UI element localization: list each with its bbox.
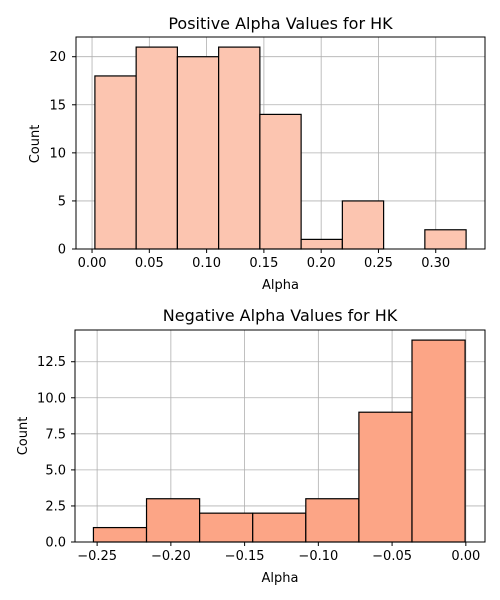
- histogram-bar: [341, 200, 385, 250]
- x-axis-label: Alpha: [262, 571, 299, 586]
- x-tick-label: −0.15: [225, 549, 265, 564]
- histogram-bar: [135, 46, 178, 250]
- x-tick-label: −0.25: [77, 549, 117, 564]
- ticks: −0.25 −0.20 −0.15 −0.10 −0.05 0.00 0.0 2.5 5.0 7.…: [37, 355, 480, 564]
- y-tick-label: 5: [58, 194, 66, 209]
- y-tick-label: 15: [49, 98, 66, 113]
- histogram-bar: [259, 113, 302, 250]
- histogram-bar: [145, 498, 201, 543]
- y-tick-label: 5.0: [45, 463, 66, 478]
- x-tick-label: −0.05: [372, 549, 412, 564]
- histogram-bar: [94, 75, 137, 250]
- histogram-bar: [199, 512, 254, 543]
- histogram-bar: [218, 46, 261, 250]
- chart-title: Negative Alpha Values for HK: [163, 306, 398, 325]
- y-tick-label: 20: [49, 50, 66, 65]
- x-axis-label: Alpha: [262, 278, 299, 293]
- x-tick-label: 0.20: [307, 256, 336, 271]
- x-tick-label: 0.25: [364, 256, 393, 271]
- histogram-bar: [252, 512, 307, 543]
- bars: [94, 46, 467, 250]
- x-tick-label: 0.00: [78, 256, 107, 271]
- plot-frame: [75, 36, 486, 250]
- histogram-bar: [411, 339, 466, 543]
- x-tick-label: 0.15: [249, 256, 278, 271]
- histogram-bar: [358, 411, 413, 543]
- histogram-bar: [305, 498, 360, 543]
- x-tick-label: 0.10: [192, 256, 221, 271]
- histogram-bar: [300, 238, 343, 250]
- y-axis-label: Count: [28, 125, 43, 164]
- ticks: 0.00 0.05 0.10 0.15 0.20 0.25 0.30 0 5 10 15 20: [49, 50, 450, 271]
- histogram-bar: [92, 526, 148, 543]
- bars: [92, 339, 466, 543]
- y-tick-label: 10.0: [37, 391, 66, 406]
- x-tick-label: 0.30: [421, 256, 450, 271]
- y-tick-label: 7.5: [45, 427, 66, 442]
- y-tick-label: 2.5: [45, 499, 66, 514]
- plot-frame: [74, 329, 486, 543]
- y-tick-label: 10: [49, 146, 66, 161]
- y-axis-label: Count: [16, 417, 31, 456]
- x-tick-label: −0.10: [298, 549, 338, 564]
- y-tick-label: 12.5: [37, 355, 66, 370]
- x-tick-label: 0.05: [135, 256, 164, 271]
- positive-alpha-histogram: Positive Alpha Values for HK 0.00 0.05 0.1…: [28, 14, 486, 293]
- y-tick-label: 0.0: [45, 536, 66, 551]
- x-tick-label: −0.20: [151, 549, 191, 564]
- negative-alpha-histogram: Negative Alpha Values for HK −0.25 −0.20−…: [16, 306, 486, 586]
- y-tick-label: 0: [58, 243, 66, 258]
- histogram-bar: [424, 229, 467, 250]
- x-tick-label: 0.00: [451, 549, 480, 564]
- histogram-bar: [176, 56, 220, 250]
- chart-title: Positive Alpha Values for HK: [168, 14, 393, 33]
